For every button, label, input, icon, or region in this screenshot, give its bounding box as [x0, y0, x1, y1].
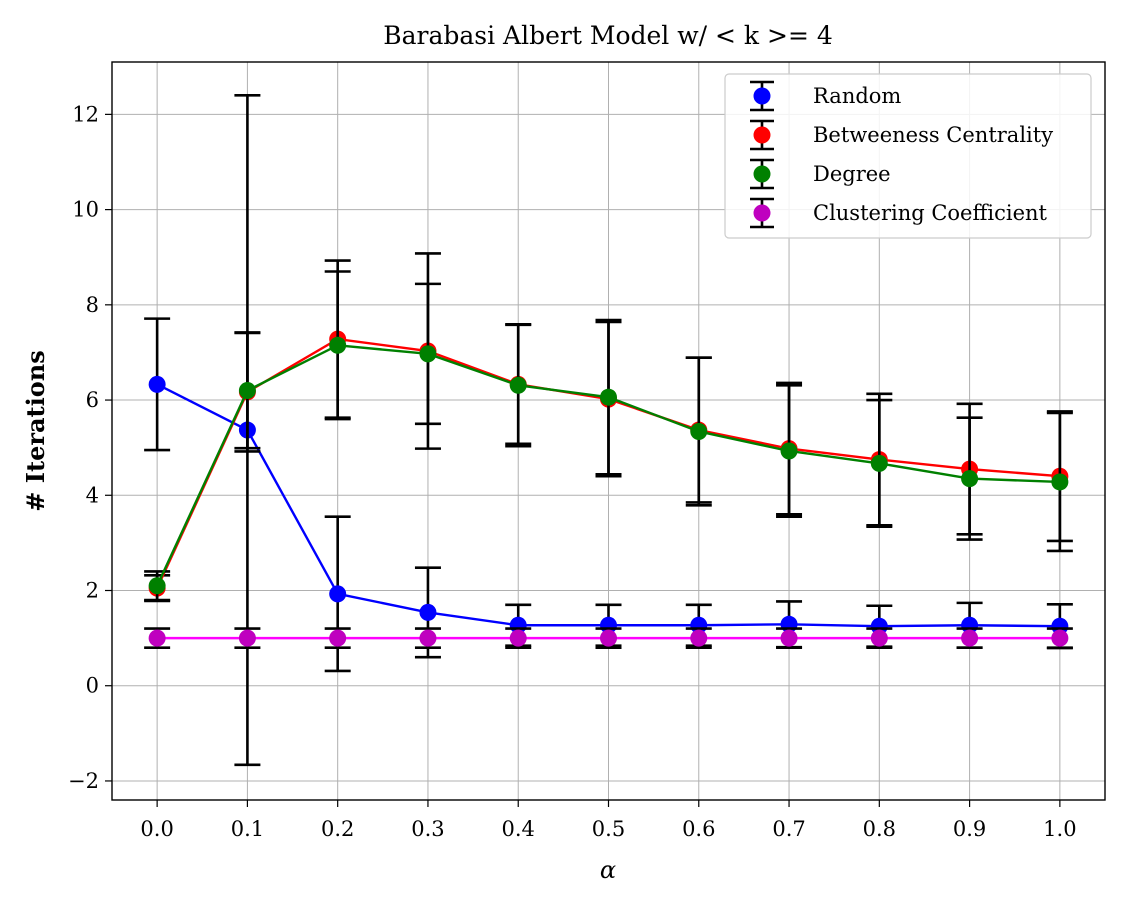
- legend-label: Clustering Coefficient: [813, 201, 1048, 225]
- y-tick-label: 4: [86, 483, 99, 507]
- data-point: [690, 422, 708, 440]
- data-point: [600, 629, 617, 647]
- y-axis-label: # Iterations: [21, 350, 50, 511]
- legend-label: Random: [813, 84, 901, 108]
- x-tick-label: 0.9: [953, 817, 986, 841]
- legend-marker: [753, 87, 771, 105]
- legend-label: Degree: [813, 162, 891, 186]
- x-ticks: 0.0 0.1 0.2 0.3 0.4 0.5 0.6 0.7 0.8 0.9 1.0: [140, 800, 1077, 841]
- y-tick-label: 2: [86, 579, 99, 603]
- x-tick-label: 0.6: [682, 817, 715, 841]
- x-tick-label: 0.7: [772, 817, 805, 841]
- data-point: [961, 629, 979, 647]
- data-point: [1051, 473, 1069, 491]
- data-point: [419, 629, 437, 647]
- x-tick-label: 0.5: [592, 817, 625, 841]
- data-point: [780, 629, 798, 647]
- data-point: [509, 629, 527, 647]
- x-tick-label: 0.8: [863, 817, 896, 841]
- x-tick-label: 0.0: [140, 817, 173, 841]
- x-tick-label: 0.2: [321, 817, 354, 841]
- data-point: [238, 382, 256, 400]
- data-point: [870, 454, 888, 472]
- x-tick-label: 1.0: [1043, 817, 1076, 841]
- series-group: [144, 627, 1073, 649]
- y-tick-label: 0: [86, 674, 99, 698]
- legend-marker: [753, 126, 771, 144]
- series-group: [144, 94, 1073, 767]
- data-point: [419, 345, 437, 363]
- y-ticks: −2 0 2 4 6 8 10 12: [68, 102, 112, 793]
- legend-box: [724, 73, 1092, 239]
- y-tick-label: 6: [86, 388, 99, 412]
- data-point: [329, 336, 347, 354]
- data-point: [1051, 629, 1069, 647]
- data-point: [419, 603, 437, 621]
- y-tick-label: 8: [86, 293, 99, 317]
- data-point: [690, 629, 708, 647]
- data-point: [961, 470, 979, 488]
- data-point: [870, 629, 888, 647]
- legend: Random Betweeness Centrality Degree Cluster…: [724, 73, 1092, 239]
- y-tick-label: 10: [72, 198, 99, 222]
- data-point: [148, 629, 166, 647]
- data-point: [509, 376, 527, 394]
- data-point: [148, 577, 166, 595]
- data-point: [1051, 617, 1069, 635]
- x-axis-label: α: [600, 856, 616, 884]
- series-layer: [144, 94, 1073, 767]
- y-tick-label: −2: [68, 769, 99, 793]
- legend-label: Betweeness Centrality: [813, 123, 1053, 147]
- data-point: [870, 617, 888, 635]
- x-tick-label: 0.4: [502, 817, 535, 841]
- data-point: [329, 585, 347, 603]
- legend-marker: [753, 204, 771, 222]
- x-tick-label: 0.3: [411, 817, 444, 841]
- data-point: [600, 388, 617, 406]
- chart-title: Barabasi Albert Model w/ < k >= 4: [383, 21, 833, 50]
- series-group: [144, 270, 1073, 602]
- y-tick-label: 12: [72, 102, 99, 126]
- x-tick-label: 0.1: [231, 817, 264, 841]
- legend-marker: [753, 165, 771, 183]
- data-point: [329, 629, 347, 647]
- data-point: [148, 375, 166, 393]
- data-point: [780, 442, 798, 460]
- data-point: [238, 629, 256, 647]
